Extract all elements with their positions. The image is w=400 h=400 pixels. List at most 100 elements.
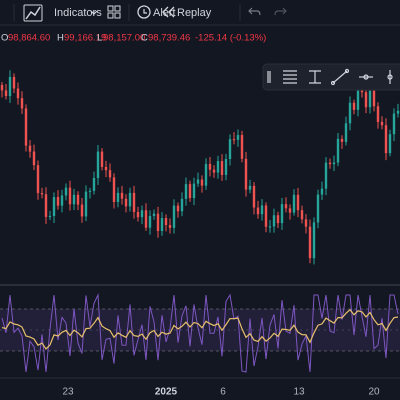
time-axis: 23 2025 6 13 20 — [62, 387, 380, 398]
indicators-button[interactable]: Indicators — [23, 4, 102, 22]
candle-body — [180, 198, 184, 212]
drawing-toolbar — [262, 63, 400, 91]
time-label: 20 — [368, 387, 380, 398]
undo-button[interactable] — [248, 7, 261, 16]
close-value: 98,739.46 — [148, 33, 190, 44]
price-range-tool[interactable] — [309, 70, 321, 84]
candle-body — [384, 125, 388, 154]
replay-icon — [162, 6, 175, 18]
candle-body — [248, 185, 252, 190]
candle-body — [68, 187, 72, 205]
candle-body — [160, 218, 164, 231]
candle-body — [32, 151, 36, 166]
candle-body — [184, 184, 188, 199]
candle-body — [268, 226, 272, 228]
candle-body — [116, 192, 120, 202]
candle-body — [80, 204, 84, 217]
candle-body — [24, 108, 28, 146]
candle-body — [0, 85, 4, 91]
candle-body — [16, 88, 20, 99]
rsi-ma-line — [1, 308, 399, 350]
high-value: 99,166.19 — [64, 33, 106, 44]
candle-body — [220, 161, 224, 175]
dropdown-caret — [90, 10, 98, 15]
candle-body — [104, 166, 108, 171]
candle-body — [360, 90, 364, 93]
candle-body — [60, 195, 64, 206]
candle-body — [152, 213, 156, 216]
replay-label: Replay — [177, 7, 212, 19]
candle-body — [300, 210, 304, 220]
handle — [387, 74, 393, 80]
candle-body — [112, 177, 116, 202]
top-toolbar: Indicators Alert Replay — [0, 0, 400, 26]
candle-body — [272, 215, 276, 227]
drawing-toolbar-bg — [262, 63, 400, 91]
layouts-button[interactable] — [107, 5, 121, 19]
candle-body — [88, 190, 92, 192]
candle-body — [344, 123, 348, 142]
replay-button[interactable]: Replay — [162, 6, 212, 19]
candle-body — [228, 139, 232, 160]
candle-body — [124, 198, 128, 207]
candle-body — [368, 90, 372, 108]
candle-body — [308, 226, 312, 259]
candle-body — [364, 92, 368, 108]
close-label: C — [141, 33, 148, 44]
candle-body — [340, 138, 344, 142]
low-label: L — [97, 33, 102, 44]
candle-body — [380, 121, 384, 126]
indicators-frame — [23, 4, 43, 22]
candle-body — [52, 197, 56, 216]
candle-body — [84, 191, 88, 217]
candle-body — [320, 188, 324, 195]
open-value: 98,864.60 — [8, 33, 50, 44]
alert-icon-hand — [143, 9, 147, 14]
candle-body — [188, 184, 192, 199]
candle-body — [176, 205, 180, 212]
redo-button[interactable] — [274, 7, 287, 16]
candle-body — [108, 170, 112, 178]
candle-body — [372, 90, 376, 107]
candle-body — [164, 218, 168, 226]
time-label: 6 — [220, 387, 226, 398]
candle-body — [40, 193, 44, 195]
grid-icon — [107, 12, 114, 19]
candle-body — [388, 134, 392, 154]
candle-body — [200, 179, 204, 186]
candle-body — [28, 145, 32, 152]
candle-body — [8, 76, 12, 97]
candle-body — [92, 177, 96, 191]
candle-body — [120, 192, 124, 199]
candle-body — [240, 135, 244, 159]
candle-body — [168, 225, 172, 228]
trend-line-tool[interactable] — [332, 70, 348, 84]
candle-body — [172, 205, 176, 228]
candle-body — [132, 192, 136, 213]
candle-body — [392, 113, 396, 135]
candle-body — [196, 179, 200, 184]
candle-body — [292, 194, 296, 213]
candle-body — [44, 194, 48, 217]
candle-body — [284, 204, 288, 209]
candle-body — [76, 194, 80, 205]
handle — [344, 68, 350, 74]
candle-body — [348, 102, 352, 124]
time-label: 2025 — [155, 387, 178, 398]
grid-icon — [107, 5, 114, 12]
candle-body — [280, 204, 284, 224]
candle-body — [352, 102, 356, 110]
fib-tool[interactable] — [283, 70, 297, 84]
candle-body — [96, 151, 100, 178]
candle-body — [192, 183, 196, 199]
candle-body — [296, 194, 300, 211]
candle-body — [204, 163, 208, 186]
indicators-label: Indicators — [54, 7, 102, 19]
candle-body — [324, 162, 328, 189]
drag-handle[interactable] — [267, 71, 271, 83]
handle — [330, 80, 336, 86]
grid-icon — [114, 12, 121, 19]
alert-icon — [137, 5, 151, 19]
